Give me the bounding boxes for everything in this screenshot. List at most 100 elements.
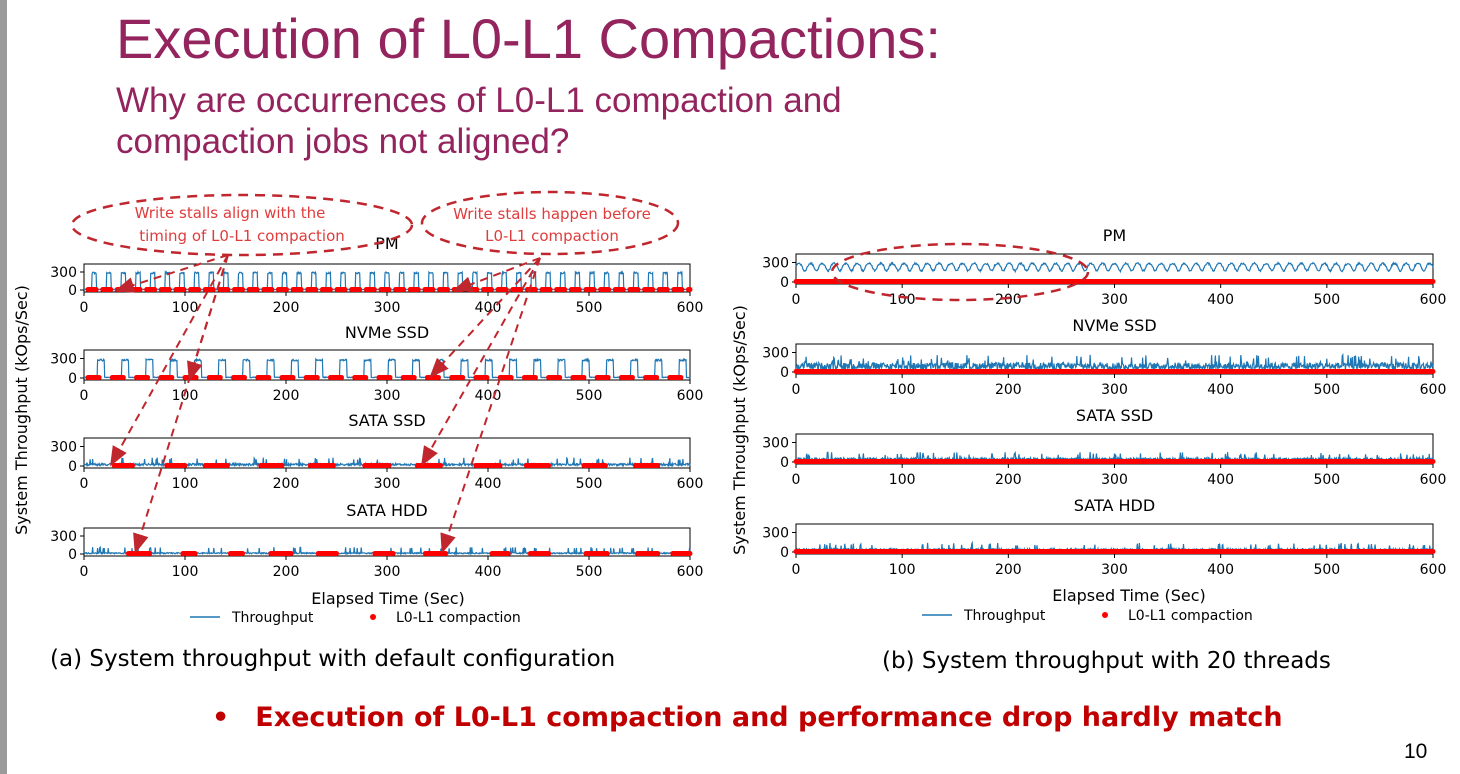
figure-canvas: PM 0 300 0 100 200 300 400 500 600 NVMe SSD 0 300 0 10… xyxy=(12,190,1447,626)
x-tick-label: 100 xyxy=(172,564,199,580)
annotation-text-1b: timing of L0-L1 compaction xyxy=(139,227,345,245)
annotation-ellipse-1 xyxy=(70,193,414,257)
x-tick-label: 500 xyxy=(1313,562,1340,578)
panel-title: SATA HDD xyxy=(346,501,427,520)
y-tick-label: 0 xyxy=(68,283,77,299)
x-axis-label: Elapsed Time (Sec) xyxy=(1052,586,1205,605)
x-tick-label: 200 xyxy=(995,292,1022,308)
x-tick-label: 100 xyxy=(172,300,199,316)
legend-compaction-label: L0-L1 compaction xyxy=(1128,608,1253,624)
slide-title: Execution of L0-L1 Compactions: xyxy=(116,7,941,70)
annotation-arrow xyxy=(114,254,229,293)
y-tick-label: 0 xyxy=(68,547,77,563)
x-tick-label: 500 xyxy=(576,388,603,404)
y-tick-label: 0 xyxy=(68,371,77,387)
y-tick-label: 0 xyxy=(68,459,77,475)
x-tick-label: 200 xyxy=(995,562,1022,578)
x-tick-label: 500 xyxy=(1313,472,1340,488)
x-tick-label: 400 xyxy=(1207,472,1234,488)
annotation-arrow xyxy=(452,257,541,292)
annotation-arrow xyxy=(110,254,229,467)
x-tick-label: 400 xyxy=(475,564,502,580)
y-tick-label: 0 xyxy=(780,455,789,471)
y-tick-label: 300 xyxy=(50,265,77,281)
bullet-item: • Execution of L0-L1 compaction and perfo… xyxy=(212,702,1283,733)
x-tick-label: 0 xyxy=(792,562,801,578)
bullet-dot-icon: • xyxy=(212,702,230,733)
x-tick-label: 500 xyxy=(576,476,603,492)
x-tick-label: 600 xyxy=(677,388,704,404)
x-tick-label: 300 xyxy=(374,476,401,492)
x-tick-label: 0 xyxy=(792,382,801,398)
annotation-ellipse-2 xyxy=(420,190,680,256)
x-tick-label: 100 xyxy=(889,472,916,488)
annotation-text-1a: Write stalls align with the xyxy=(135,204,326,222)
x-tick-label: 400 xyxy=(475,476,502,492)
y-axis-label: System Throughput (kOps/Sec) xyxy=(730,305,749,555)
panel-title: NVMe SSD xyxy=(345,323,429,342)
x-tick-label: 100 xyxy=(889,562,916,578)
throughput-line xyxy=(795,352,1434,372)
x-tick-label: 600 xyxy=(1420,382,1447,398)
x-tick-label: 600 xyxy=(677,564,704,580)
x-tick-label: 300 xyxy=(1101,292,1128,308)
x-tick-label: 400 xyxy=(1207,382,1234,398)
legend-compaction-label: L0-L1 compaction xyxy=(396,610,521,626)
x-tick-label: 300 xyxy=(374,300,401,316)
x-tick-label: 300 xyxy=(374,388,401,404)
x-tick-label: 200 xyxy=(995,472,1022,488)
legend-compaction-swatch xyxy=(370,614,376,620)
y-tick-label: 300 xyxy=(762,256,789,272)
x-tick-label: 100 xyxy=(172,476,199,492)
x-tick-label: 0 xyxy=(80,388,89,404)
x-tick-label: 600 xyxy=(677,476,704,492)
y-tick-label: 300 xyxy=(50,352,77,368)
y-tick-label: 300 xyxy=(762,526,789,542)
throughput-line xyxy=(795,261,1434,274)
x-tick-label: 0 xyxy=(792,472,801,488)
annotation-text-2a: Write stalls happen before xyxy=(453,205,651,223)
y-tick-label: 0 xyxy=(780,545,789,561)
y-axis-label: System Throughput (kOps/Sec) xyxy=(12,285,31,535)
y-tick-label: 300 xyxy=(50,529,77,545)
y-tick-label: 300 xyxy=(762,436,789,452)
slide-subtitle: Why are occurrences of L0-L1 compaction … xyxy=(116,81,842,162)
x-tick-label: 600 xyxy=(1420,292,1447,308)
annotation-arrow xyxy=(429,257,541,378)
panel-title: PM xyxy=(1103,226,1126,245)
y-tick-label: 300 xyxy=(50,440,77,456)
annotation-arrow xyxy=(421,257,541,467)
legend-throughput-label: Throughput xyxy=(963,608,1046,624)
x-tick-label: 600 xyxy=(1420,562,1447,578)
caption-a: (a) System throughput with default confi… xyxy=(50,646,616,672)
legend-compaction-swatch xyxy=(1102,612,1108,618)
x-tick-label: 300 xyxy=(374,564,401,580)
y-tick-label: 300 xyxy=(762,346,789,362)
x-axis-label: Elapsed Time (Sec) xyxy=(311,589,464,608)
x-tick-label: 400 xyxy=(475,300,502,316)
x-tick-label: 0 xyxy=(80,476,89,492)
x-tick-label: 500 xyxy=(1313,382,1340,398)
bullet-text: Execution of L0-L1 compaction and perfor… xyxy=(255,702,1283,733)
x-tick-label: 100 xyxy=(889,382,916,398)
x-tick-label: 400 xyxy=(1207,292,1234,308)
x-tick-label: 200 xyxy=(273,476,300,492)
y-tick-label: 0 xyxy=(780,365,789,381)
x-tick-label: 300 xyxy=(1101,382,1128,398)
x-tick-label: 500 xyxy=(576,564,603,580)
x-tick-label: 300 xyxy=(1101,562,1128,578)
x-tick-label: 500 xyxy=(576,300,603,316)
panel-title: NVMe SSD xyxy=(1072,316,1156,335)
x-tick-label: 0 xyxy=(80,300,89,316)
page-number: 10 xyxy=(1404,740,1428,763)
x-tick-label: 400 xyxy=(475,388,502,404)
x-tick-label: 100 xyxy=(889,292,916,308)
y-tick-label: 0 xyxy=(780,275,789,291)
x-tick-label: 300 xyxy=(1101,472,1128,488)
x-tick-label: 0 xyxy=(80,564,89,580)
annotation-text-2b: L0-L1 compaction xyxy=(485,227,619,245)
left-edge-bar xyxy=(0,0,7,774)
x-tick-label: 200 xyxy=(273,564,300,580)
x-tick-label: 400 xyxy=(1207,562,1234,578)
annotation-arrow xyxy=(440,257,541,554)
